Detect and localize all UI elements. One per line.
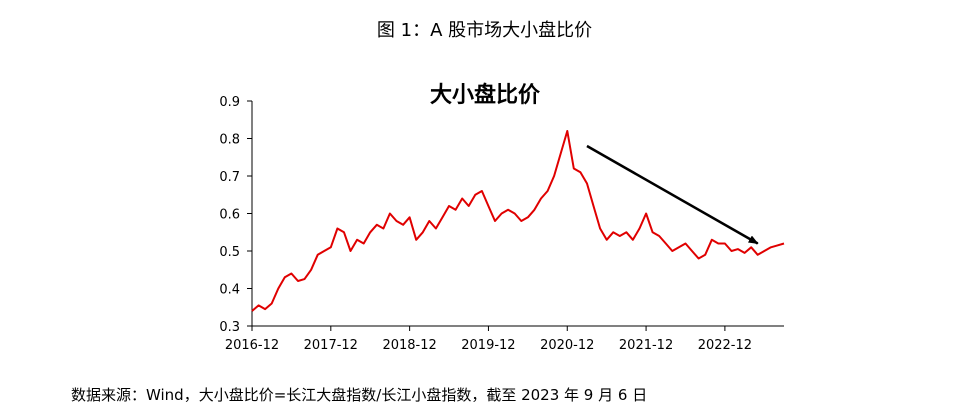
series-line — [251, 130, 785, 312]
x-tick-label: 2016-12 — [225, 338, 279, 353]
y-tick-label: 0.5 — [219, 245, 240, 260]
source-note: 数据来源：Wind，大小盘比价=长江大盘指数/长江小盘指数，截至 2023 年 … — [71, 386, 648, 404]
series-layer — [251, 130, 785, 312]
annotation-layer — [586, 144, 759, 245]
x-tick-label: 2017-12 — [304, 338, 358, 353]
x-tick-label: 2018-12 — [382, 338, 436, 353]
x-tick-label: 2022-12 — [698, 338, 752, 353]
chart-title: 大小盘比价 — [430, 82, 541, 108]
y-tick-label: 0.4 — [219, 283, 240, 298]
figure-title: 图 1：A 股市场大小盘比价 — [376, 20, 593, 41]
x-tick-label: 2019-12 — [461, 338, 515, 353]
y-tick-label: 0.9 — [219, 95, 240, 110]
x-axis: 2016-12 2017-12 2018-12 2019-12 2020-12 2021-… — [225, 325, 784, 353]
y-tick-label: 0.6 — [219, 208, 240, 223]
trend-arrow — [586, 144, 759, 245]
x-tick-label: 2020-12 — [540, 338, 594, 353]
y-axis: 0.9 0.8 0.7 0.6 0.5 0.4 0.3 — [219, 95, 253, 335]
y-tick-label: 0.3 — [219, 320, 240, 335]
y-tick-label: 0.8 — [219, 133, 240, 148]
y-tick-label: 0.7 — [219, 170, 240, 185]
x-tick-label: 2021-12 — [619, 338, 673, 353]
